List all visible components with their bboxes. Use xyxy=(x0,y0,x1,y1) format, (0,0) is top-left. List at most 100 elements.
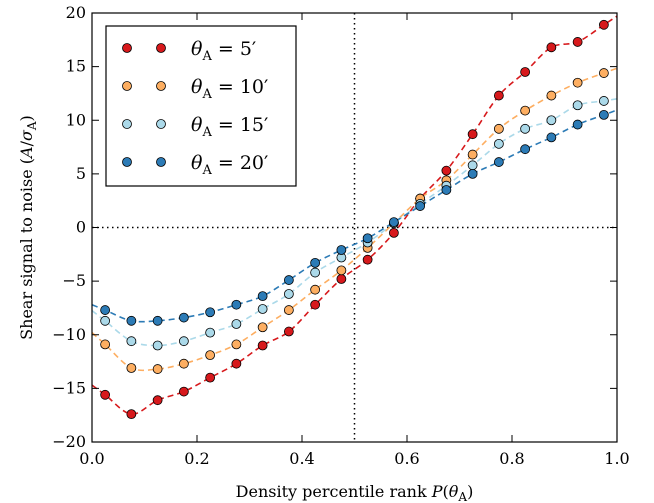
data-point-series-2 xyxy=(467,149,478,160)
fit-curve-series-3 xyxy=(91,98,618,347)
data-point-series-4 xyxy=(231,299,242,310)
x-tick-label: 1.0 xyxy=(604,449,629,468)
y-tick-label: −20 xyxy=(52,432,86,451)
legend-marker xyxy=(156,43,166,53)
data-point-series-3 xyxy=(546,115,557,126)
data-point-series-3 xyxy=(257,304,268,314)
x-tick-label: 0.0 xyxy=(79,449,104,468)
y-tick-label: 20 xyxy=(66,3,86,22)
x-axis-label: Density percentile rank P(θA) xyxy=(236,482,474,503)
data-point-series-4 xyxy=(572,119,583,130)
data-point-series-4 xyxy=(100,305,111,315)
fit-curve-series-4 xyxy=(91,109,618,323)
y-tick-label: 0 xyxy=(76,218,86,237)
data-point-series-2 xyxy=(178,358,189,369)
legend-entry-label: θA = 5′ xyxy=(191,38,256,64)
data-point-series-4 xyxy=(520,144,531,155)
data-point-series-3 xyxy=(100,315,111,326)
data-point-series-1 xyxy=(126,409,137,420)
data-point-series-1 xyxy=(231,358,242,369)
data-point-series-2 xyxy=(205,350,216,361)
data-point-series-3 xyxy=(205,327,216,338)
y-tick-label: −10 xyxy=(52,325,86,344)
legend-entry-label: θA = 15′ xyxy=(191,114,268,140)
y-tick-label: 5 xyxy=(76,164,86,183)
data-point-series-2 xyxy=(598,68,609,78)
data-point-series-1 xyxy=(546,42,557,53)
data-points xyxy=(100,19,609,420)
data-point-series-3 xyxy=(283,289,294,299)
data-point-series-4 xyxy=(598,109,609,120)
data-point-series-4 xyxy=(205,307,216,318)
data-point-series-2 xyxy=(493,123,504,134)
data-point-series-2 xyxy=(283,305,294,315)
data-point-series-2 xyxy=(572,77,583,88)
data-point-series-1 xyxy=(520,67,531,77)
data-point-series-1 xyxy=(388,227,399,238)
legend-marker xyxy=(156,119,166,129)
data-point-series-4 xyxy=(467,168,478,179)
data-point-series-4 xyxy=(178,312,189,323)
y-tick-label: 15 xyxy=(66,57,86,76)
data-point-series-2 xyxy=(152,364,163,374)
data-point-series-4 xyxy=(336,245,347,255)
fit-curve-series-2 xyxy=(91,67,618,372)
data-point-series-1 xyxy=(441,165,452,176)
data-point-series-1 xyxy=(598,19,609,30)
data-point-series-2 xyxy=(126,363,137,373)
fit-curves xyxy=(91,15,618,415)
data-point-series-4 xyxy=(310,257,321,268)
legend: θA = 5′ θA = 10′ θA = 15′ θA = 20′ xyxy=(105,25,297,187)
data-point-series-4 xyxy=(257,291,268,302)
x-tick-label: 0.4 xyxy=(289,449,314,468)
legend-marker xyxy=(122,81,132,91)
data-point-series-1 xyxy=(178,386,189,397)
legend-entry-label: θA = 20′ xyxy=(191,152,268,178)
data-point-series-2 xyxy=(336,265,347,276)
x-tick-label: 0.6 xyxy=(394,449,419,468)
y-axis-label: Shear signal to noise (A/σA) xyxy=(17,115,39,340)
data-point-series-3 xyxy=(152,340,163,351)
data-point-series-4 xyxy=(388,217,399,228)
data-point-series-1 xyxy=(467,129,478,140)
data-point-series-4 xyxy=(415,201,426,211)
legend-marker xyxy=(122,119,132,129)
data-point-series-3 xyxy=(493,138,504,149)
y-tick-label: −5 xyxy=(62,271,86,290)
data-point-series-1 xyxy=(336,274,347,284)
reference-lines xyxy=(92,13,617,442)
data-point-series-1 xyxy=(205,372,216,383)
data-point-series-4 xyxy=(126,315,137,326)
legend-entry-label: θA = 10′ xyxy=(191,76,268,102)
data-point-series-3 xyxy=(126,336,137,347)
data-point-series-1 xyxy=(152,395,163,406)
data-point-series-1 xyxy=(283,326,294,337)
x-tick-label: 0.8 xyxy=(499,449,524,468)
data-point-series-4 xyxy=(441,185,452,195)
data-point-series-4 xyxy=(493,157,504,167)
data-point-series-3 xyxy=(598,96,609,106)
legend-marker xyxy=(122,157,132,167)
data-point-series-2 xyxy=(546,90,557,101)
data-point-series-2 xyxy=(231,339,242,350)
legend-marker xyxy=(122,43,132,53)
data-point-series-1 xyxy=(100,389,111,400)
data-point-series-1 xyxy=(493,90,504,101)
data-point-series-4 xyxy=(152,315,163,326)
axis-ticks: 0.0 0.2 0.4 0.6 0.8 1.0 −20 −15 −10 −5 0 5 10 15 20 xyxy=(52,3,629,468)
data-point-series-2 xyxy=(100,339,111,350)
data-point-series-2 xyxy=(520,105,531,116)
data-point-series-1 xyxy=(257,340,268,351)
legend-marker xyxy=(156,157,166,167)
data-point-series-4 xyxy=(362,233,373,244)
data-point-series-3 xyxy=(467,160,478,171)
data-point-series-3 xyxy=(572,100,583,111)
legend-box xyxy=(105,25,297,187)
data-point-series-1 xyxy=(572,37,583,47)
data-point-series-4 xyxy=(283,275,294,285)
legend-marker xyxy=(156,81,166,91)
data-point-series-4 xyxy=(546,132,557,143)
x-tick-label: 0.2 xyxy=(184,449,209,468)
data-point-series-3 xyxy=(520,123,531,134)
